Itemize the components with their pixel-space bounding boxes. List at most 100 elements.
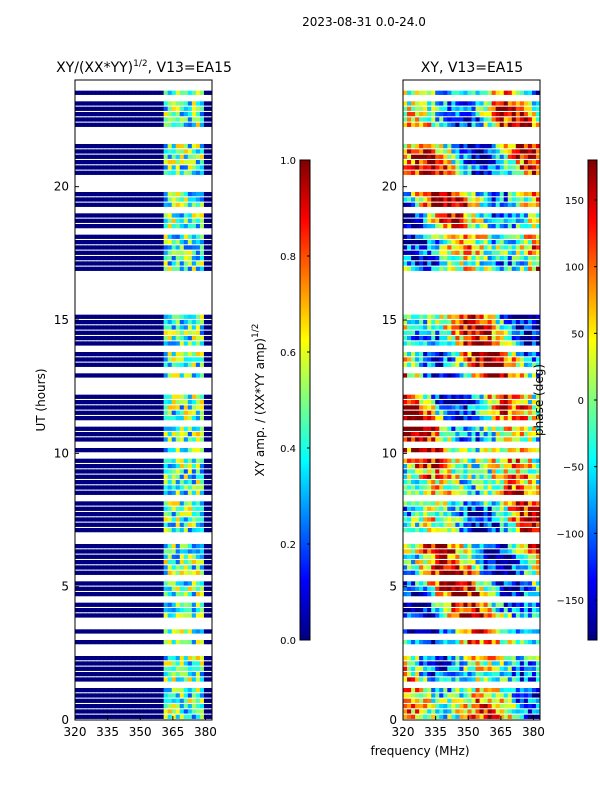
heatmap-cell xyxy=(487,517,493,522)
heatmap-cell xyxy=(79,581,84,586)
heatmap-cell xyxy=(435,474,440,479)
heatmap-cell xyxy=(519,714,525,719)
heatmap-cell xyxy=(407,688,412,693)
heatmap-cell xyxy=(103,405,108,410)
heatmap-cell xyxy=(447,704,452,709)
heatmap-cell xyxy=(503,256,509,261)
heatmap-cell xyxy=(195,522,201,527)
heatmap-cell xyxy=(455,320,460,325)
heatmap-cell xyxy=(87,357,92,362)
heatmap-cell xyxy=(79,549,84,554)
heatmap-cell xyxy=(143,490,148,495)
heatmap-cell xyxy=(179,202,185,207)
heatmap-cell xyxy=(207,517,213,522)
heatmap-cell xyxy=(471,432,476,437)
heatmap-cell xyxy=(191,144,197,149)
heatmap-cell xyxy=(411,549,416,554)
colorbar-tick-label: 0.8 xyxy=(280,252,296,263)
heatmap-cell xyxy=(167,341,173,346)
heatmap-cell xyxy=(403,517,408,522)
colorbar-tick-label: 0.2 xyxy=(280,540,296,551)
heatmap-cell xyxy=(487,554,493,559)
heatmap-cell xyxy=(435,480,440,485)
heatmap-cell xyxy=(463,592,468,597)
heatmap-cell xyxy=(407,517,412,522)
heatmap-cell xyxy=(535,480,541,485)
heatmap-cell xyxy=(167,613,173,618)
heatmap-cell xyxy=(195,661,201,666)
heatmap-cell xyxy=(191,458,197,463)
heatmap-cell xyxy=(75,250,80,255)
heatmap-cell xyxy=(439,485,444,490)
heatmap-cell xyxy=(155,410,161,415)
heatmap-cell xyxy=(491,474,497,479)
heatmap-cell xyxy=(499,394,505,399)
heatmap-cell xyxy=(467,544,472,549)
heatmap-cell xyxy=(195,688,201,693)
heatmap-cell xyxy=(159,250,165,255)
heatmap-cell xyxy=(79,352,84,357)
heatmap-cell xyxy=(123,709,128,714)
heatmap-cell xyxy=(103,448,108,453)
heatmap-cell xyxy=(115,192,120,197)
heatmap-cell xyxy=(183,474,189,479)
heatmap-cell xyxy=(91,640,96,645)
heatmap-cell xyxy=(467,469,472,474)
heatmap-cell xyxy=(155,464,161,469)
heatmap-cell xyxy=(207,448,213,453)
heatmap-cell xyxy=(171,197,177,202)
heatmap-cell xyxy=(187,165,193,170)
heatmap-cell xyxy=(111,330,116,335)
heatmap-cell xyxy=(523,693,529,698)
heatmap-cell xyxy=(447,666,452,671)
heatmap-cell xyxy=(511,698,517,703)
heatmap-cell xyxy=(531,704,537,709)
heatmap-cell xyxy=(523,554,529,559)
heatmap-cell xyxy=(79,506,84,511)
heatmap-cell xyxy=(483,554,489,559)
heatmap-cell xyxy=(187,400,193,405)
heatmap-cell xyxy=(163,416,169,421)
heatmap-cell xyxy=(499,474,505,479)
heatmap-cell xyxy=(499,512,505,517)
heatmap-cell xyxy=(163,373,169,378)
heatmap-cell xyxy=(175,90,181,95)
heatmap-cell xyxy=(143,693,148,698)
heatmap-cell xyxy=(187,640,193,645)
heatmap-cell xyxy=(103,469,108,474)
heatmap-cell xyxy=(179,405,185,410)
heatmap-cell xyxy=(207,688,213,693)
heatmap-cell xyxy=(411,405,416,410)
heatmap-cell xyxy=(119,480,124,485)
heatmap-cell xyxy=(471,501,476,506)
heatmap-cell xyxy=(503,666,509,671)
heatmap-cell xyxy=(83,506,88,511)
heatmap-cell xyxy=(75,480,80,485)
heatmap-cell xyxy=(175,240,181,245)
heatmap-cell xyxy=(443,656,448,661)
heatmap-cell xyxy=(427,666,432,671)
heatmap-cell xyxy=(99,656,104,661)
heatmap-cell xyxy=(427,613,432,618)
heatmap-cell xyxy=(195,512,201,517)
heatmap-cell xyxy=(123,432,128,437)
heatmap-cell xyxy=(427,698,432,703)
heatmap-cell xyxy=(107,666,112,671)
heatmap-cell xyxy=(535,656,541,661)
heatmap-cell xyxy=(99,144,104,149)
heatmap-cell xyxy=(187,352,193,357)
heatmap-cell xyxy=(531,554,537,559)
heatmap-cell xyxy=(171,522,177,527)
heatmap-cell xyxy=(487,394,493,399)
heatmap-cell xyxy=(431,474,436,479)
heatmap-cell xyxy=(123,165,128,170)
heatmap-cell xyxy=(467,565,472,570)
heatmap-cell xyxy=(435,261,440,266)
heatmap-cell xyxy=(523,592,529,597)
heatmap-cell xyxy=(99,165,104,170)
heatmap-cell xyxy=(491,362,497,367)
heatmap-cell xyxy=(75,592,80,597)
heatmap-cell xyxy=(531,517,537,522)
heatmap-cell xyxy=(467,661,472,666)
heatmap-cell xyxy=(403,357,408,362)
